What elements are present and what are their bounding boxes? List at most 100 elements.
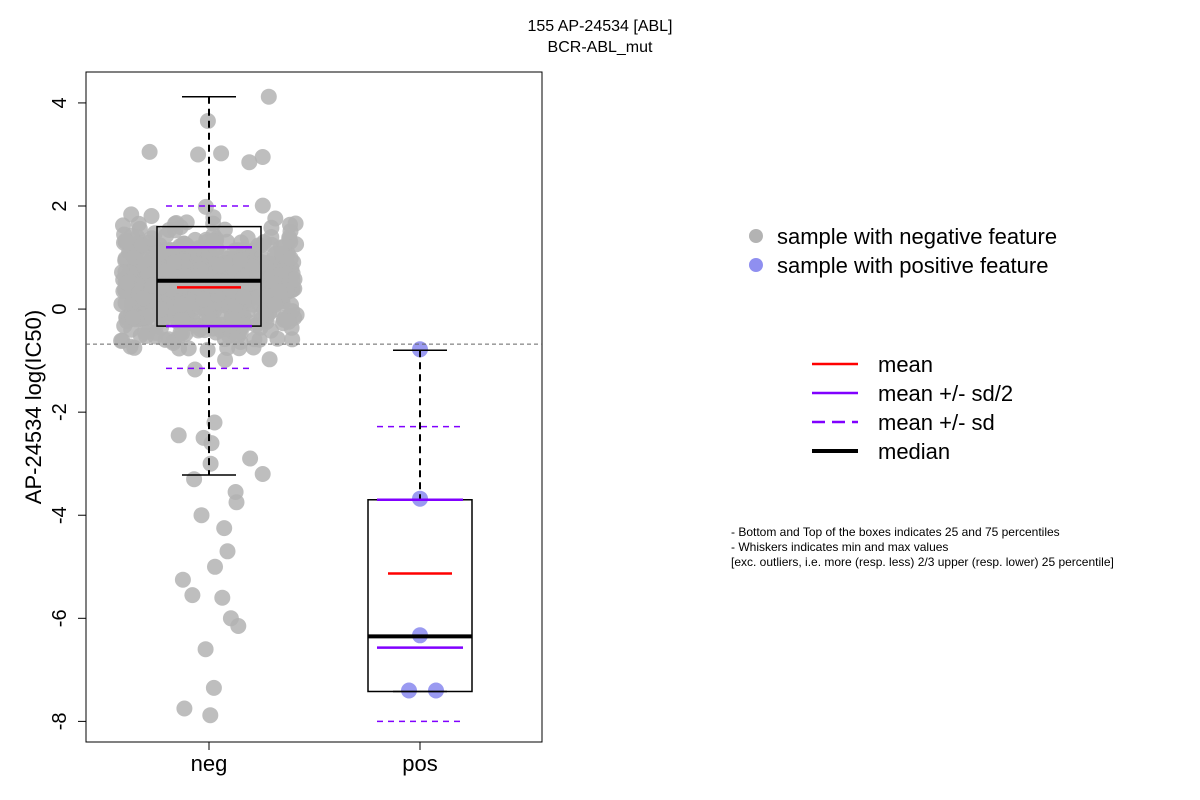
- pos-point-3: [401, 682, 417, 699]
- neg-point-638: [152, 301, 169, 318]
- neg-point-475: [167, 222, 184, 239]
- legend-line-label-2: mean +/- sd: [878, 410, 995, 435]
- neg-point-648: [166, 254, 183, 271]
- neg-point-661: [242, 450, 259, 467]
- y-tick-label-2: 0: [49, 304, 71, 315]
- neg-point-570: [173, 311, 190, 327]
- neg-outlier-4: [219, 543, 236, 560]
- pos-box: [367, 499, 473, 693]
- neg-point-253: [199, 341, 216, 358]
- legend-point-label-0: sample with negative feature: [777, 224, 1057, 249]
- neg-outlier-7: [184, 587, 201, 604]
- plot-frame: [85, 71, 543, 743]
- y-tick-label-6: -8: [49, 712, 71, 730]
- legend-point-marker-0: [749, 229, 763, 243]
- pos-point-4: [428, 682, 444, 699]
- neg-outlier-1: [228, 494, 245, 511]
- neg-point-556: [287, 215, 304, 232]
- neg-point-660: [206, 414, 223, 431]
- x-tick-label-0: neg: [191, 751, 228, 776]
- legend-point-label-1: sample with positive feature: [777, 253, 1048, 278]
- neg-outlier-3: [216, 520, 233, 537]
- neg-point-624: [219, 340, 236, 356]
- neg-point-663: [254, 466, 271, 482]
- neg-point-52: [261, 351, 278, 368]
- neg-point-558: [117, 232, 134, 249]
- y-axis-label: AP-24534 log(IC50): [21, 310, 46, 504]
- legend-line-label-0: mean: [878, 352, 933, 377]
- legend-layer: sample with negative feature sample with …: [749, 224, 1057, 464]
- y-tick-label-3: -2: [49, 403, 71, 421]
- neg-point-653: [213, 145, 230, 162]
- neg-point-620: [195, 291, 212, 308]
- neg-outlier-5: [207, 558, 223, 575]
- neg-point-569: [123, 206, 140, 223]
- neg-point-559: [117, 294, 134, 311]
- neg-point-662: [202, 455, 219, 472]
- neg-point-625: [211, 257, 228, 274]
- neg-point-622: [244, 258, 260, 275]
- neg-outlier-10: [230, 618, 247, 634]
- neg-point-509: [239, 230, 256, 246]
- neg-point-595: [135, 290, 152, 307]
- neg-outlier-8: [214, 589, 231, 606]
- neg-point-632: [267, 296, 284, 313]
- chart-title: 155 AP-24534 [ABL]: [527, 18, 673, 35]
- x-tick-label-1: pos: [402, 751, 437, 776]
- neg-point-606: [280, 313, 297, 330]
- neg-outlier-12: [205, 679, 222, 696]
- note-line-2: - Whiskers indicates min and max values: [731, 540, 949, 554]
- neg-point-611: [173, 296, 190, 313]
- neg-point-555: [235, 289, 252, 305]
- neg-point-135: [284, 331, 301, 348]
- note-line-1: - Bottom and Top of the boxes indicates …: [731, 525, 1060, 539]
- neg-point-578: [263, 219, 280, 236]
- neg-point-659: [170, 427, 187, 444]
- neg-outlier-13: [176, 700, 193, 717]
- neg-outlier-14: [202, 707, 219, 724]
- note-line-3: [exc. outliers, i.e. more (resp. less) 2…: [731, 555, 1114, 569]
- neg-point-150: [217, 351, 234, 368]
- neg-point-614: [147, 328, 164, 345]
- neg-point-645: [225, 311, 242, 328]
- chart-subtitle: BCR-ABL_mut: [547, 39, 653, 56]
- legend-line-label-1: mean +/- sd/2: [878, 381, 1013, 406]
- y-tick-label-5: -6: [49, 609, 71, 627]
- neg-outlier-2: [193, 507, 210, 524]
- neg-point-654: [254, 149, 271, 165]
- neg-point-639: [118, 274, 135, 291]
- neg-point-655: [141, 143, 158, 160]
- neg-point-664: [186, 471, 203, 488]
- neg-point-609: [205, 233, 222, 250]
- neg-outlier-11: [197, 641, 214, 658]
- neg-point-584: [269, 330, 286, 347]
- neg-point-535: [180, 340, 197, 357]
- neg-point-553: [114, 332, 131, 349]
- neg-point-637: [221, 281, 238, 297]
- axis-layer: 4 2 0 -2 -4 -6 -8 neg pos: [49, 97, 542, 776]
- y-tick-label-1: 2: [49, 200, 71, 211]
- neg-outlier-6: [174, 571, 191, 588]
- neg-point-642: [232, 252, 249, 269]
- neg-point-643: [271, 283, 288, 300]
- points-layer: [113, 88, 444, 724]
- neg-point-571: [197, 198, 214, 215]
- neg-point-658: [203, 435, 220, 452]
- neg-point-651: [199, 113, 216, 129]
- y-tick-label-0: 4: [49, 97, 71, 108]
- neg-point-617: [212, 316, 229, 333]
- neg-point-652: [190, 146, 207, 163]
- legend-line-label-3: median: [878, 439, 950, 464]
- neg-point-164: [187, 361, 203, 378]
- neg-point-644: [282, 250, 299, 267]
- boxes-layer: [156, 95, 473, 723]
- neg-point-649: [125, 309, 141, 326]
- neg-point-596: [254, 197, 271, 214]
- neg-point-656: [241, 154, 258, 171]
- neg-point-650: [260, 88, 277, 105]
- neg-point-615: [252, 319, 269, 336]
- y-tick-label-4: -4: [49, 506, 71, 524]
- neg-point-537: [136, 252, 153, 269]
- neg-point-497: [143, 208, 160, 224]
